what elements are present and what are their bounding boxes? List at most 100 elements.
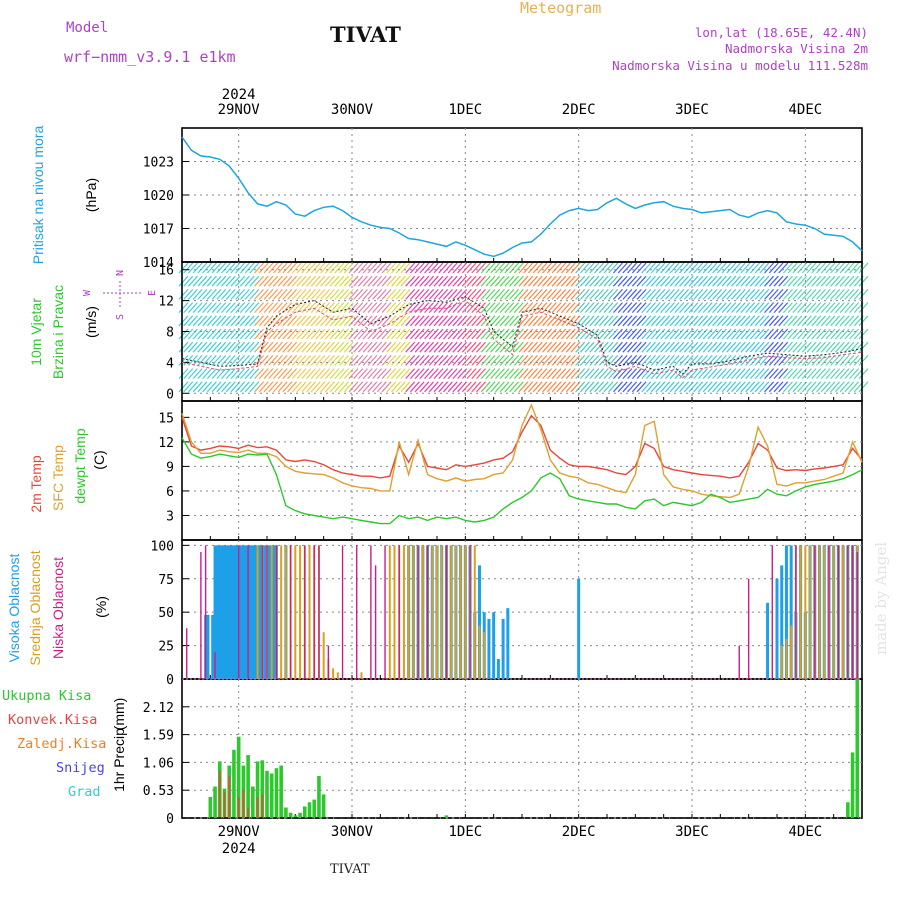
wind-barb-field <box>178 262 869 393</box>
wind-barb <box>244 275 255 287</box>
wind-barb <box>494 381 505 393</box>
cloud-bar <box>218 545 222 679</box>
wind-barb <box>244 302 255 314</box>
wind-barb <box>731 328 741 340</box>
wind-barb <box>211 288 222 300</box>
wind-barb <box>702 341 713 353</box>
wind-barb <box>490 381 501 393</box>
wind-barb <box>291 381 302 393</box>
wind-barb <box>806 288 817 300</box>
wind-barb <box>707 341 718 353</box>
wind-barb <box>608 288 619 300</box>
cloud-bar <box>215 545 219 679</box>
wind-barb <box>324 262 335 274</box>
wind-barb <box>424 288 435 300</box>
wind-barb <box>367 368 378 380</box>
wind-barb <box>376 341 387 353</box>
wind-barb <box>782 262 793 274</box>
wind-barb <box>296 341 307 353</box>
wind-barb <box>636 381 647 393</box>
y-tick-label: 1014 <box>143 256 174 271</box>
wind-barb <box>494 341 505 353</box>
wind-barb <box>216 381 227 393</box>
wind-barb <box>457 341 468 353</box>
wind-barb <box>660 381 671 393</box>
wind-barb <box>612 275 623 287</box>
wind-barb <box>594 302 605 314</box>
wind-barb <box>202 262 213 274</box>
precip-bar <box>213 786 217 818</box>
wind-barb <box>395 262 406 274</box>
wind-barb <box>442 341 453 353</box>
wind-barb <box>820 262 831 274</box>
wind-barb <box>617 341 628 353</box>
wind-barb <box>825 381 836 393</box>
wind-barb <box>816 368 826 380</box>
wind-barb <box>301 368 312 380</box>
wind-barb <box>759 275 770 287</box>
wind-barb <box>768 288 779 300</box>
wind-barb <box>301 381 312 393</box>
wind-barb <box>664 288 675 300</box>
wind-barb <box>749 381 760 393</box>
wind-barb <box>381 302 392 314</box>
wind-barb <box>452 354 463 366</box>
wind-barb <box>797 341 808 353</box>
wind-barb <box>612 368 623 380</box>
wind-barb <box>433 354 444 366</box>
wind-barb <box>310 262 321 274</box>
wind-barb <box>376 381 387 393</box>
wind-barb <box>362 368 373 380</box>
wind-barb <box>542 262 553 274</box>
cloud-bar <box>384 545 386 679</box>
wind-barb <box>646 328 656 340</box>
temp-unit: (C) <box>91 450 107 469</box>
wind-barb <box>381 368 392 380</box>
temp-line-0 <box>181 414 863 479</box>
y-tick-label: 3 <box>166 509 174 524</box>
wind-barb <box>575 275 586 287</box>
wind-barb <box>712 262 723 274</box>
wind-barb <box>598 341 609 353</box>
wind-barb <box>235 341 246 353</box>
wind-barb <box>688 354 699 366</box>
wind-barb <box>754 354 765 366</box>
wind-barb <box>575 302 586 314</box>
wind-barb <box>513 328 524 340</box>
wind-barb <box>461 381 472 393</box>
wind-barb <box>811 354 822 366</box>
wind-barb <box>518 315 529 327</box>
wind-barb <box>523 381 534 393</box>
wind-barb <box>268 275 279 287</box>
wind-barb <box>197 381 208 393</box>
cloud-bar <box>341 545 344 679</box>
cloud-bar <box>304 545 306 679</box>
wind-barb <box>239 315 250 327</box>
wind-barb <box>221 341 231 353</box>
wind-barb <box>343 341 354 353</box>
wind-barb <box>679 315 690 327</box>
wind-barb <box>820 341 831 353</box>
wind-barb <box>778 262 789 274</box>
wind-barb <box>740 315 751 327</box>
wind-barb <box>726 368 737 380</box>
wind-barb <box>206 302 217 314</box>
wind-barb <box>561 328 571 340</box>
wind-barb <box>806 368 817 380</box>
precip-bar <box>228 776 231 818</box>
wind-barb <box>334 288 345 300</box>
wind-barb <box>466 381 477 393</box>
y-tick-label: 12 <box>158 436 174 451</box>
wind-barb <box>320 341 331 353</box>
wind-barb <box>391 262 401 274</box>
wind-barb <box>712 328 723 340</box>
wind-barb <box>745 262 756 274</box>
wind-barb <box>291 262 302 274</box>
wind-barb <box>787 328 798 340</box>
wind-barb <box>391 302 401 314</box>
wind-barb <box>244 368 255 380</box>
cloud-bar <box>258 545 262 679</box>
page-title: TIVAT <box>330 22 401 47</box>
wind-barb <box>820 288 831 300</box>
wind-barb <box>551 341 562 353</box>
